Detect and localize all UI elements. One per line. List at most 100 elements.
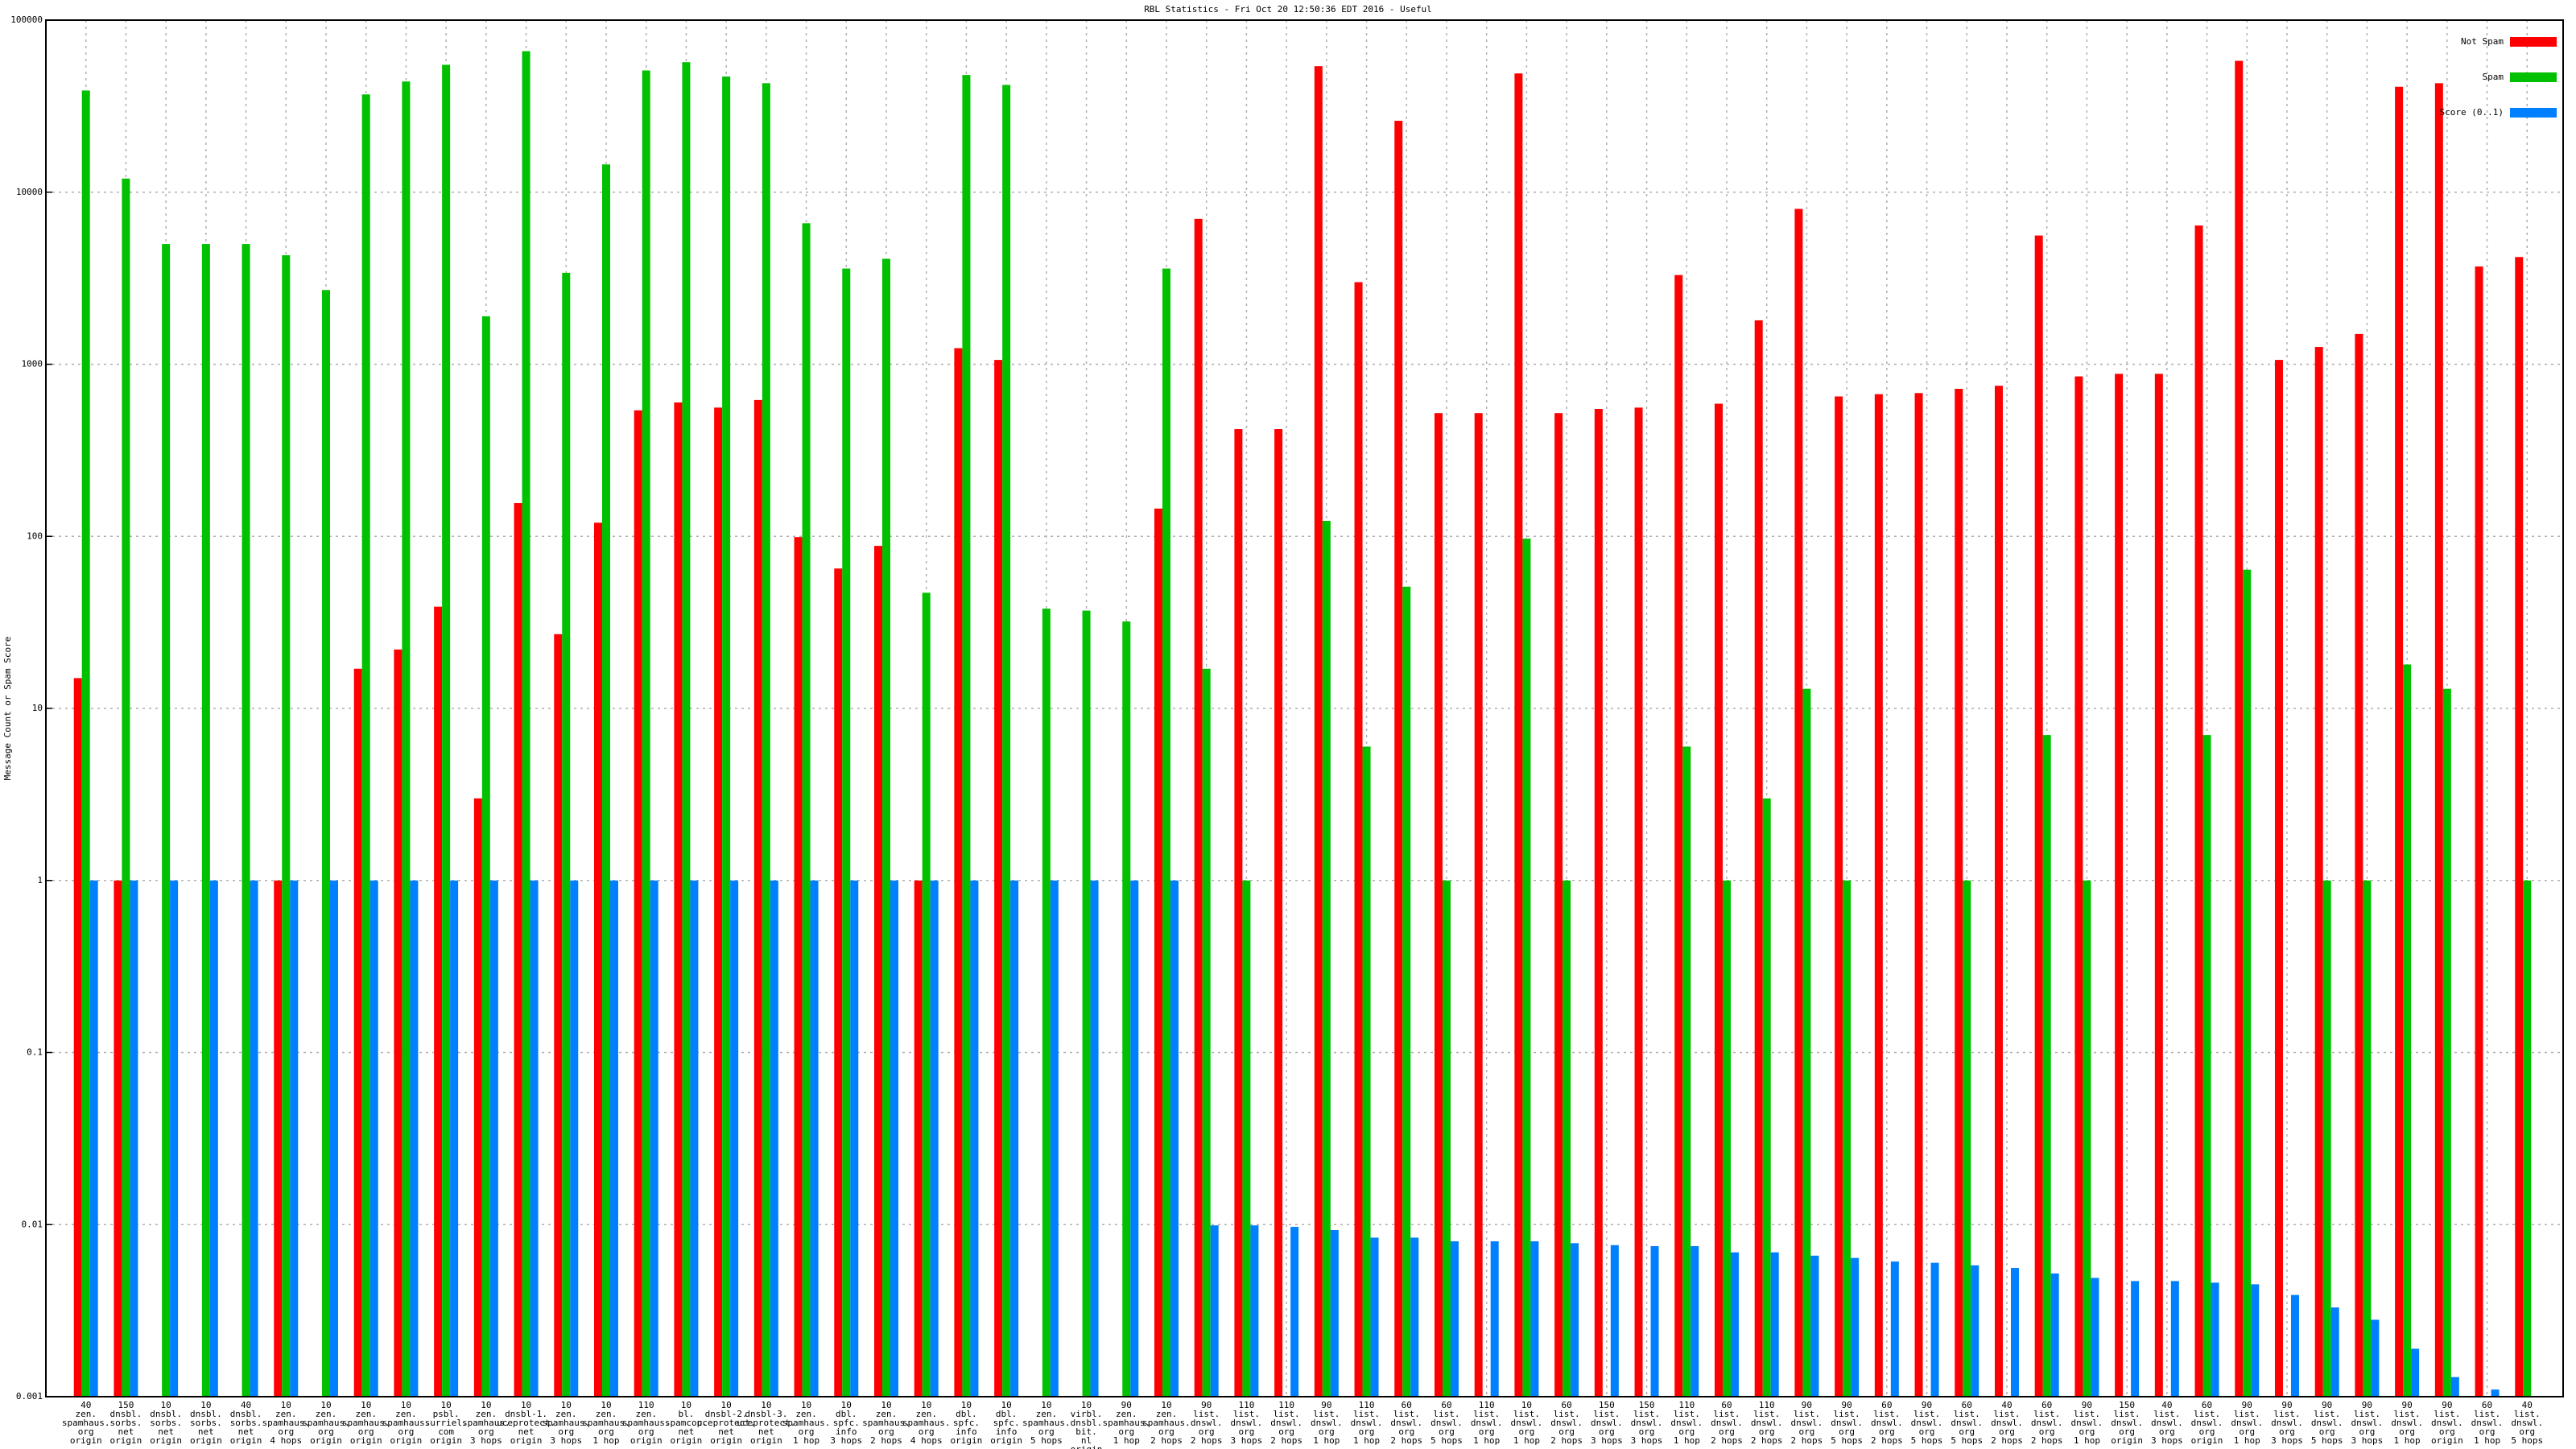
bar (1330, 1229, 1339, 1397)
bar (2074, 376, 2083, 1397)
x-tick-label: 110 list. dnswl. org 1 hop (1471, 1400, 1503, 1446)
bar (2235, 60, 2244, 1397)
x-tick-label: 10 dnsbl-3. uceprotect. net origin (737, 1400, 795, 1446)
bar (722, 76, 731, 1397)
x-tick-label: 10 zen. spamhaus. org 3 hops (462, 1400, 510, 1446)
x-tick-label: 10 zen. spamhaus. org 5 hops (1022, 1400, 1071, 1446)
legend-swatch (2510, 72, 2557, 82)
bar (1730, 1252, 1739, 1397)
bar (2010, 1268, 2019, 1397)
bar (250, 880, 258, 1397)
bar (2330, 1307, 2339, 1397)
x-tick-label: 10 dnsbl. sorbs. net origin (150, 1400, 182, 1446)
bar (1250, 1225, 1259, 1397)
bar (730, 880, 739, 1397)
x-tick-label: 10 bl. spamcop. net origin (665, 1400, 708, 1446)
bar (2363, 880, 2372, 1397)
bar (1490, 1241, 1499, 1397)
bar (1770, 1252, 1779, 1397)
bar (1994, 386, 2003, 1397)
bar (1410, 1237, 1419, 1397)
x-tick-label: 90 list. dnswl. org 1 hop (1311, 1400, 1343, 1446)
bar (562, 272, 571, 1397)
bar (2251, 1284, 2260, 1397)
x-tick-label: 40 zen. spamhaus. org origin (62, 1400, 110, 1446)
bar (1122, 621, 1131, 1397)
bar (2523, 880, 2532, 1397)
bar (1162, 268, 1170, 1397)
bar (1530, 1241, 1539, 1397)
bar (2450, 1377, 2459, 1397)
bar (1810, 1255, 1819, 1397)
bar (1594, 408, 1603, 1397)
x-tick-label: 10 zen. spamhaus. org origin (342, 1400, 390, 1446)
bar (1354, 282, 1363, 1397)
legend-swatch (2510, 37, 2557, 47)
bar (794, 537, 803, 1397)
bar (361, 94, 370, 1397)
bar (1234, 429, 1243, 1397)
bar (2034, 235, 2043, 1397)
bar (890, 880, 898, 1397)
x-tick-label: 90 list. dnswl. org 1 hop (2391, 1400, 2423, 1446)
bar (2170, 1281, 2179, 1397)
bar (489, 880, 498, 1397)
bar (1002, 85, 1011, 1397)
bar (162, 244, 171, 1397)
x-tick-label: 10 zen. spamhaus. org 1 hop (782, 1400, 831, 1446)
x-tick-label: 90 list. dnswl. org 3 hops (2351, 1400, 2384, 1446)
bar (2403, 664, 2412, 1397)
x-tick-label: 150 list. dnswl. org 3 hops (1631, 1400, 1663, 1446)
bar (114, 880, 122, 1397)
bar (2154, 374, 2163, 1397)
x-tick-label: 90 list. dnswl. org 5 hops (2311, 1400, 2343, 1446)
bar (810, 880, 819, 1397)
bar (593, 522, 602, 1397)
bar (1874, 394, 1883, 1397)
bar (2314, 347, 2323, 1397)
bar (762, 83, 770, 1397)
bar (1210, 1225, 1219, 1397)
bar (282, 255, 291, 1397)
x-tick-label: 10 dnsbl-1. uceprotect. net origin (497, 1400, 555, 1446)
bar (962, 75, 971, 1397)
bar (1442, 880, 1451, 1397)
bar (1042, 609, 1051, 1397)
x-tick-label: 10 psbl. surriel. com origin (425, 1400, 468, 1446)
y-tick-label: 0.01 (22, 1219, 43, 1229)
bar (834, 568, 843, 1397)
x-tick-label: 10 zen. spamhaus. org 4 hops (902, 1400, 951, 1446)
bar (402, 81, 411, 1397)
bar (89, 880, 98, 1397)
bar (930, 880, 939, 1397)
bar (1402, 586, 1411, 1397)
y-tick-label: 0.1 (27, 1047, 43, 1058)
bar (2290, 1294, 2299, 1397)
bar (209, 880, 218, 1397)
bar (2243, 569, 2252, 1397)
bar (1514, 73, 1523, 1397)
bar (1690, 1245, 1699, 1397)
bar (881, 258, 890, 1397)
bar (2050, 1273, 2059, 1397)
bar (1754, 320, 1763, 1397)
bar (1930, 1262, 1939, 1397)
bar (1010, 880, 1019, 1397)
bar (2395, 86, 2404, 1397)
x-tick-label: 110 list. dnswl. org 3 hops (1231, 1400, 1263, 1446)
x-tick-label: 110 list. dnswl. org 2 hops (1270, 1400, 1302, 1446)
bar (802, 223, 811, 1397)
bar (1554, 413, 1563, 1397)
bar (609, 880, 618, 1397)
x-tick-label: 60 list. dnswl. org 2 hops (1550, 1400, 1583, 1446)
bar (1290, 1227, 1299, 1397)
legend-swatch (2510, 108, 2557, 118)
y-tick-label: 0.001 (16, 1391, 43, 1402)
bar (1050, 880, 1059, 1397)
x-tick-label: 110 list. dnswl. org 2 hops (1751, 1400, 1783, 1446)
bar (514, 502, 522, 1397)
bar (2211, 1282, 2219, 1397)
